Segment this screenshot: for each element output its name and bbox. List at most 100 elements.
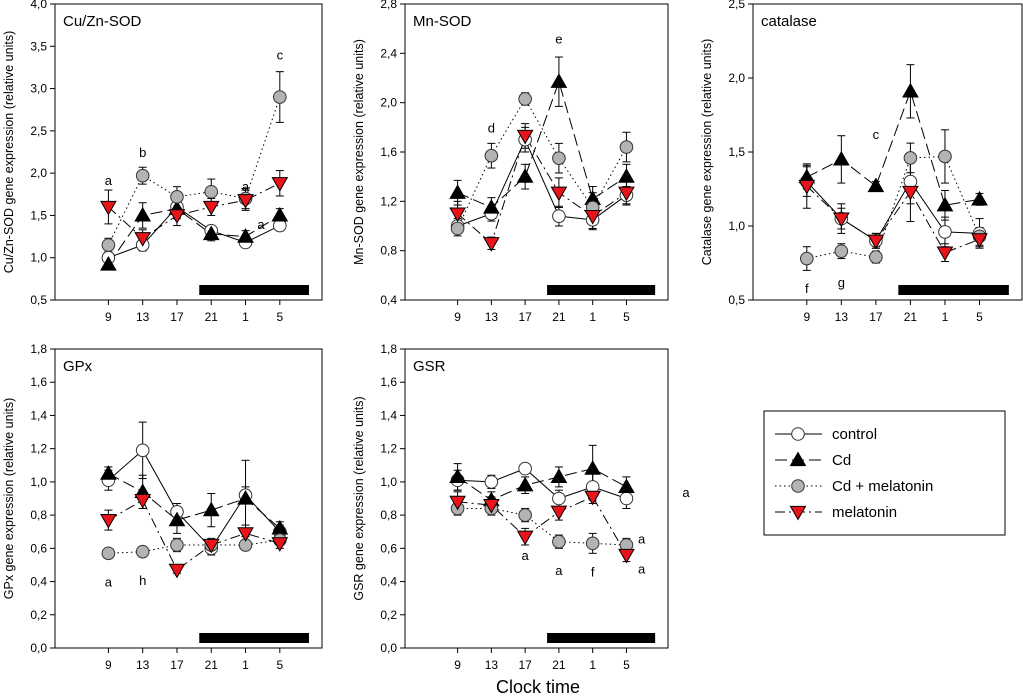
data-point-melatonin [618, 186, 635, 202]
x-tick-label: 17 [518, 310, 532, 324]
chart-panel-gsr: 0,0 0,2 0,4 0,6 0,8 1,0 1,2 1,4 1,6 1,8 9 13 17 21 1 5 G… [352, 342, 669, 672]
x-tick-label: 1 [242, 658, 249, 672]
data-point-cd [168, 511, 186, 527]
data-point-control [938, 225, 952, 239]
data-point-melatonin [902, 185, 919, 201]
x-tick-label: 17 [518, 658, 532, 672]
x-tick-label: 13 [136, 310, 150, 324]
series-group [100, 71, 289, 271]
data-point-cd [449, 184, 466, 199]
dark-phase-bar [898, 285, 1009, 295]
data-point-cd-melatonin [552, 151, 566, 165]
chart-panel-gpx: 0,0 0,2 0,4 0,6 0,8 1,0 1,2 1,4 1,6 1,8 9 13 17 21 1 5 G… [2, 342, 323, 672]
y-tick-label: 0,5 [728, 293, 745, 307]
data-point-melatonin [168, 209, 186, 224]
plot-frame [752, 3, 1023, 301]
data-point-cd-melatonin [484, 148, 499, 163]
legend-marker-cd-melatonin [791, 479, 805, 493]
x-tick-label: 9 [454, 658, 461, 672]
data-point-melatonin [832, 212, 850, 228]
y-tick-label: 4,0 [30, 0, 47, 11]
y-tick-label: 1,5 [728, 145, 745, 159]
y-tick-label: 1,6 [380, 375, 397, 389]
data-point-melatonin [449, 207, 466, 223]
y-tick-label: 3,0 [30, 82, 47, 96]
dark-phase-bar [547, 285, 656, 295]
data-point-cd [618, 478, 635, 493]
x-tick-label: 9 [803, 310, 810, 324]
data-point-cd [271, 206, 289, 222]
significance-letter: a [242, 179, 250, 194]
y-tick-label: 0,6 [30, 541, 47, 555]
y-tick-label: 1,6 [380, 145, 397, 159]
data-point-melatonin [618, 548, 635, 564]
data-point-cd-melatonin [273, 90, 287, 104]
data-point-melatonin [483, 237, 500, 252]
data-point-cd-melatonin [101, 546, 116, 561]
data-point-cd-melatonin [518, 92, 532, 106]
series-line-cd-melatonin [107, 96, 281, 246]
data-point-cd-melatonin [518, 508, 532, 522]
y-tick-label: 0,5 [30, 293, 47, 307]
legend: control Cd Cd + melatonin melatonin [763, 410, 1006, 536]
y-tick-label: 0,6 [380, 541, 397, 555]
y-axis-label: Cu/Zn-SOD gene expression (relative unit… [2, 31, 16, 273]
data-point-melatonin [271, 537, 289, 552]
data-point-melatonin [134, 494, 152, 509]
y-tick-label: 1,0 [30, 475, 47, 489]
data-point-melatonin [483, 499, 500, 514]
y-tick-label: 0,8 [30, 508, 47, 522]
series-line-cd [107, 208, 281, 265]
significance-letter: e [555, 32, 562, 47]
data-point-cd-melatonin [170, 538, 184, 552]
dark-phase-bar [199, 285, 309, 295]
data-point-melatonin [237, 527, 254, 542]
data-point-cd [237, 489, 254, 505]
data-point-cd [237, 228, 254, 243]
data-point-cd [867, 177, 885, 193]
data-point-cd [550, 468, 568, 484]
y-tick-label: 1,5 [30, 208, 47, 222]
data-point-cd [202, 225, 220, 241]
data-point-cd-melatonin [834, 244, 849, 258]
x-tick-label: 13 [485, 310, 499, 324]
significance-letter: g [838, 275, 845, 290]
data-point-cd [516, 168, 534, 183]
significance-letter: a [105, 173, 113, 188]
y-tick-label: 0,4 [380, 293, 397, 307]
data-point-control [484, 475, 499, 489]
data-point-cd-melatonin [869, 250, 883, 264]
y-tick-label: 1,8 [380, 342, 397, 356]
data-point-cd [449, 468, 466, 484]
panel-title: GSR [413, 358, 446, 375]
y-tick-label: 2,4 [380, 46, 397, 60]
data-point-cd [134, 206, 152, 222]
data-point-cd-melatonin [204, 184, 219, 199]
x-tick-label: 5 [976, 310, 983, 324]
data-point-cd [550, 73, 568, 88]
legend-marker-control [791, 427, 805, 441]
y-tick-label: 2,5 [30, 124, 47, 138]
data-point-melatonin [100, 200, 117, 216]
significance-letter: d [488, 120, 495, 135]
chart-panel-mn-sod: 0,4 0,8 1,2 1,6 2,0 2,4 2,8 9 13 17 21 1 5 Mn-SOD gen… [352, 0, 669, 324]
y-tick-label: 1,4 [30, 408, 47, 422]
y-tick-label: 2,5 [728, 0, 745, 11]
data-point-control [552, 491, 566, 506]
data-point-cd-melatonin [135, 168, 150, 183]
data-point-melatonin [516, 530, 534, 546]
data-point-cd-melatonin [903, 151, 918, 165]
y-tick-label: 3,5 [30, 39, 47, 53]
data-point-cd-melatonin [450, 221, 465, 236]
data-point-melatonin [798, 179, 816, 195]
panel-title: catalase [761, 13, 817, 30]
significance-letter: a [105, 575, 113, 590]
data-point-melatonin [584, 210, 602, 225]
data-point-cd-melatonin [585, 536, 600, 551]
significance-letter: h [139, 573, 146, 588]
data-point-control [619, 491, 634, 506]
dark-phase-bar [547, 633, 656, 643]
data-point-cd [902, 82, 919, 98]
data-point-melatonin [237, 194, 254, 209]
data-point-control [518, 461, 532, 476]
